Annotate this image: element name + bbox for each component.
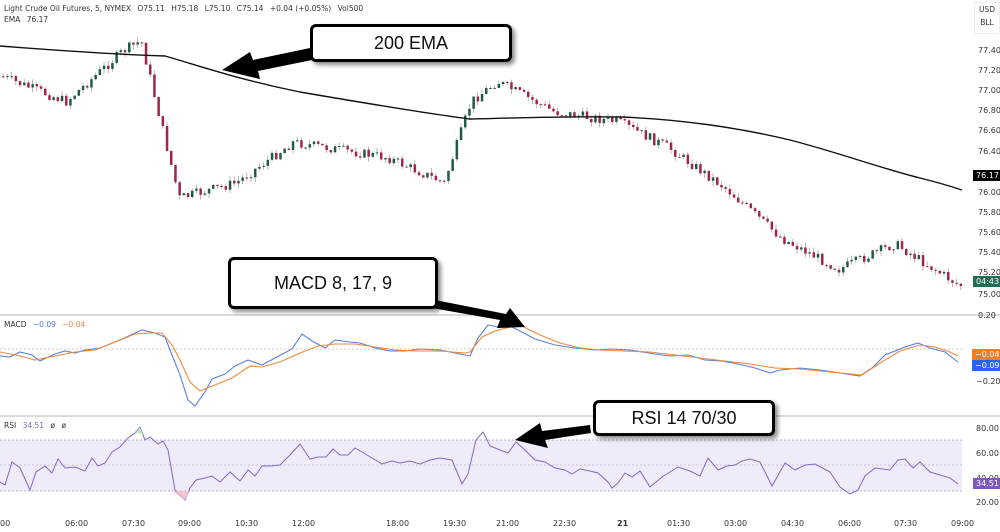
macd-legend[interactable]: MACD −0.09 −0.04 [4,320,89,329]
countdown-tag: 04:43 [973,276,1000,287]
time-tick: 06:00 [65,519,89,528]
macd-tick: 0.20 [978,311,996,320]
price-tick: 76.80 [978,106,1000,115]
price-tick: 75.40 [978,248,1000,257]
volume: Vol500 [337,4,364,13]
time-tick: 00 [0,519,11,528]
price-tick: 75.60 [978,228,1000,237]
time-tick: 07:30 [894,519,918,528]
rsi-tick: 60.00 [976,449,999,458]
macd-tag: −0.09 [972,360,1000,371]
ohlc-open: O75.11 [137,4,165,13]
price-tick: 76.40 [978,147,1000,156]
price-tick: 75.00 [978,290,1000,299]
ema-legend[interactable]: EMA 76.17 [4,15,52,24]
time-tick: 21:00 [496,519,520,528]
currency-line-1: USD [978,5,996,14]
time-tick: 01:30 [667,519,691,528]
macd-arrow [432,300,525,328]
rsi-tag: 34.51 [973,478,1000,489]
currency-box[interactable]: USD BLL [974,2,1000,34]
rsi-oversold-fill [172,491,190,500]
price-tick: 75.20 [978,268,1000,277]
ema-arrow [222,48,312,79]
price-change: +0.04 (+0.05%) [269,4,332,13]
rsi-arrow [515,423,591,448]
price-tick: 75.80 [978,208,1000,217]
time-tick: 22:30 [553,519,577,528]
macd-tick: −0.20 [976,377,1000,386]
ohlc-low: L75.10 [204,4,231,13]
currency-line-2: BLL [980,18,994,27]
callout-macd: MACD 8, 17, 9 [228,257,438,309]
price-tick: 76.00 [978,188,1000,197]
rsi-line [0,426,959,501]
symbol-title: Light Crude Oil Futures, 5, NYMEX [4,4,132,13]
time-tick: 18:00 [386,519,410,528]
rsi-tick: 80.00 [976,424,999,433]
callout-ema: 200 EMA [310,24,512,62]
price-tick: 77.40 [978,46,1000,55]
ohlc-close: C75.14 [236,4,264,13]
rsi-legend[interactable]: RSI 34.51 ø ø [4,421,70,430]
price-tick: 77.00 [978,86,1000,95]
macd-line [0,324,959,407]
rsi-extra-2: ø [61,421,67,430]
ema-label: EMA [4,15,21,24]
time-tick: 06:00 [838,519,862,528]
candles [2,38,963,291]
rsi-extra-1: ø [50,421,56,430]
rsi-tick: 20.00 [976,498,999,507]
signal-value: −0.04 [62,320,86,329]
rsi-label: RSI [4,421,17,430]
rsi-overbought-fill [135,427,143,434]
time-tick: 19:30 [443,519,467,528]
ema-line [0,45,963,191]
macd-label: MACD [4,320,27,329]
rsi-value: 34.51 [22,421,45,430]
signal-tag: −0.04 [972,349,1000,360]
callout-rsi: RSI 14 70/30 [593,400,775,436]
time-tick-day: 21 [617,519,629,528]
time-tick: 09:00 [178,519,202,528]
time-tick: 07:30 [122,519,146,528]
ema-value: 76.17 [26,15,49,24]
macd-signal-line [0,325,959,392]
time-tick: 03:00 [724,519,748,528]
time-tick: 09:00 [951,519,975,528]
time-tick: 12:00 [292,519,316,528]
price-tick: 76.60 [978,126,1000,135]
time-tick: 10:30 [235,519,259,528]
ohlc-high: H75.18 [171,4,199,13]
ema-price-tag: 76.17 [973,170,1000,181]
price-tick: 77.20 [978,66,1000,75]
symbol-legend[interactable]: Light Crude Oil Futures, 5, NYMEX O75.11… [4,4,367,13]
time-tick: 04:30 [781,519,805,528]
macd-value: −0.09 [32,320,56,329]
